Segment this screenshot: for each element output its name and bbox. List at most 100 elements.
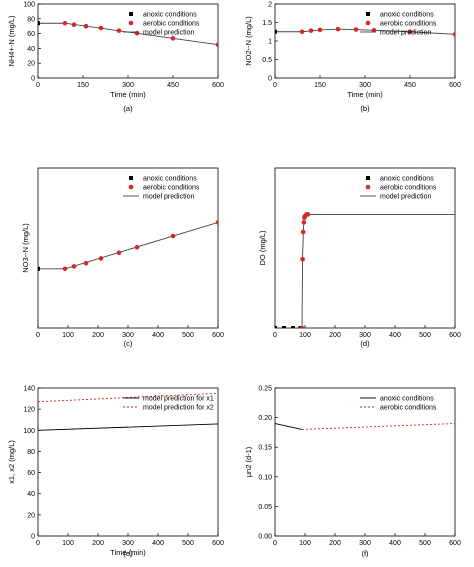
legend-marker-circle [365, 20, 371, 26]
y-tick-label: 20 [27, 61, 35, 68]
data-point-circle [301, 220, 307, 225]
chart-panel-4: 0 100 200 300 400 500 600 DO (mg/L) (d) anoxic co… [258, 167, 461, 348]
x-tick-label: 100 [62, 540, 74, 547]
y-tick-label: 140 [23, 386, 35, 393]
panel-label: (c) [124, 339, 133, 348]
data-point-circle [170, 233, 176, 239]
y-tick-label: 60 [27, 31, 35, 38]
y-tick-label: 100 [23, 428, 35, 435]
x-tick-label: 300 [359, 332, 371, 339]
x-tick-label: 200 [329, 332, 341, 339]
x-tick-label: 200 [92, 540, 104, 547]
data-point-circle [353, 27, 359, 32]
data-point-circle [116, 28, 122, 33]
x-axis-title: Time (min) [110, 548, 146, 557]
data-point-circle [83, 23, 89, 29]
x-tick-label: 400 [389, 332, 401, 339]
x-tick-label: 150 [314, 82, 326, 89]
series-line-1 [275, 423, 303, 430]
data-point-circle [170, 36, 176, 41]
x-tick-label: 0 [36, 332, 40, 339]
series-line-3 [38, 221, 218, 270]
data-point-circle [71, 264, 77, 269]
y-tick-label: 0.25 [258, 386, 272, 393]
chart-panel-1: 0 150 300 450 600 0 20 40 60 80 100 Time (min) NH4+-… [7, 2, 224, 114]
data-point-square [38, 21, 40, 26]
y-axis-title: NH4+-N (mg/L) [7, 15, 16, 67]
data-point-circle [83, 260, 89, 266]
x-tick-label: 100 [62, 332, 74, 339]
y-axis-title: DO (mg/L) [258, 230, 267, 266]
x-tick-label: 400 [152, 332, 164, 339]
data-point-circle [299, 325, 305, 328]
x-tick-label: 600 [449, 82, 461, 89]
x-tick-label: 100 [299, 332, 311, 339]
legend-label: anoxic conditions [380, 12, 434, 19]
y-tick-label: 0.5 [262, 57, 272, 64]
data-point-circle [116, 250, 122, 256]
x-tick-label: 0 [36, 82, 40, 89]
y-tick-label: 60 [27, 470, 35, 477]
x-tick-label: 600 [449, 332, 461, 339]
panel-label: (b) [360, 104, 370, 113]
data-point-square [38, 266, 40, 271]
data-point-square [275, 326, 277, 328]
legend-label: anoxic conditions [380, 396, 434, 403]
x-tick-label: 600 [212, 82, 224, 89]
y-axis-title: NO3--N (mg/L) [21, 223, 30, 273]
y-tick-label: 40 [27, 46, 35, 53]
x-axis-title: Time (min) [110, 90, 146, 99]
y-tick-label: 0.10 [258, 474, 272, 481]
x-tick-label: 0 [273, 540, 277, 547]
x-tick-label: 150 [77, 82, 89, 89]
y-tick-label: 1.5 [262, 20, 272, 27]
y-axis-title: x1, x2 (mg/L) [7, 440, 16, 484]
legend-label: anoxic conditions [143, 176, 197, 183]
x-tick-label: 400 [152, 540, 164, 547]
x-tick-label: 300 [359, 540, 371, 547]
legend-marker-square [129, 12, 133, 16]
data-point-circle [300, 256, 305, 262]
data-point-square [282, 326, 286, 328]
x-tick-label: 300 [122, 332, 134, 339]
data-point-circle [407, 29, 413, 35]
x-tick-label: 500 [419, 332, 431, 339]
y-tick-label: 0.20 [258, 415, 272, 422]
legend-label: model prediction [143, 194, 194, 201]
x-axis-title: Time (min) [347, 90, 383, 99]
chart-panel-2: 0 150 300 450 600 0 0.5 1 1.5 2 Time (min) NO2--N (… [244, 2, 461, 114]
x-tick-label: 600 [212, 540, 224, 547]
data-point-square [275, 29, 277, 34]
plot-frame [37, 167, 219, 329]
y-tick-label: 0.05 [258, 504, 272, 511]
panel-label: (e) [123, 549, 133, 558]
legend-label: aerobic conditions [143, 185, 200, 192]
x-tick-label: 200 [329, 540, 341, 547]
data-point-circle [134, 244, 140, 250]
chart-panel-3: 0 100 200 300 400 500 600 NO3--N (mg/L) (c) anoxi… [21, 167, 224, 348]
legend-label: model prediction for x2 [143, 405, 214, 412]
data-point-circle [300, 229, 306, 235]
data-point-circle [452, 32, 455, 37]
legend-marker-circle [128, 184, 134, 190]
legend-label: model prediction for x1 [143, 396, 214, 403]
y-tick-label: 120 [23, 407, 35, 414]
x-tick-label: 300 [122, 82, 134, 89]
plot-area [275, 26, 455, 37]
legend-label: aerobic conditions [380, 405, 437, 412]
data-point-circle [305, 212, 311, 217]
y-tick-label: 80 [27, 449, 35, 456]
data-point-circle [371, 27, 377, 33]
legend-marker-square [366, 176, 370, 180]
data-point-circle [308, 28, 314, 33]
legend-marker-square [129, 176, 133, 180]
legend-label: anoxic conditions [143, 12, 197, 19]
x-tick-label: 0 [273, 332, 277, 339]
data-point-circle [98, 256, 104, 261]
y-tick-label: 1 [268, 39, 272, 46]
legend-marker-circle [128, 20, 134, 26]
panel-label: (a) [123, 104, 133, 113]
legend-marker-square [366, 12, 370, 16]
y-tick-label: 0.15 [258, 445, 272, 452]
y-tick-label: 2 [268, 2, 272, 9]
